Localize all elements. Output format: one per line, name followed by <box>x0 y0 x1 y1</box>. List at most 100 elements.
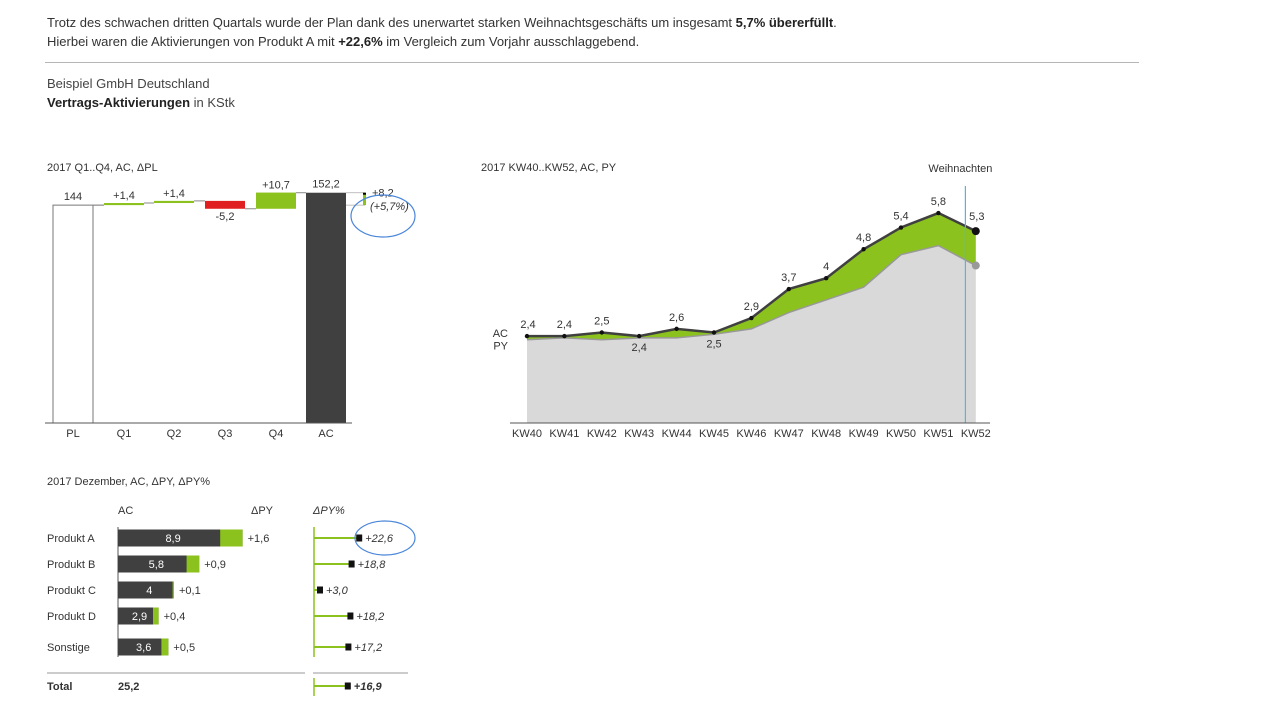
ac-point-kw52 <box>971 227 980 236</box>
pct-label-produkt-c: +3,0 <box>326 585 349 597</box>
tick-kw47: KW47 <box>774 428 804 440</box>
tick-q4: Q4 <box>269 428 284 440</box>
label-q1: +1,4 <box>113 190 135 202</box>
pct-head-produkt-b <box>348 560 355 568</box>
ac-bar-sonstige <box>118 638 169 656</box>
ac-point-kw46 <box>749 315 754 321</box>
py-point-kw52 <box>971 261 980 270</box>
ac-label-kw44: 2,6 <box>669 312 684 324</box>
ac-label-kw49: 4,8 <box>856 232 871 244</box>
ac-point-kw47 <box>786 286 791 292</box>
tick-kw51: KW51 <box>923 428 953 440</box>
bar-q4 <box>256 192 296 209</box>
row-label-produkt-d: Produkt D <box>47 611 96 623</box>
ac-bar-produkt-d <box>118 607 159 625</box>
ac-label-produkt-c: 4 <box>146 585 152 597</box>
variance-abs-label: +8,2 <box>372 188 394 200</box>
bar-q2 <box>154 200 194 204</box>
pct-label-produkt-a: +22,6 <box>365 533 394 545</box>
tick-kw46: KW46 <box>736 428 766 440</box>
tick-kw52: KW52 <box>961 428 991 440</box>
waterfall-title: 2017 Q1..Q4, AC, ΔPL <box>47 162 158 174</box>
ac-point-kw45 <box>711 330 717 335</box>
header-dpy: ΔPY <box>251 505 274 517</box>
product-title: 2017 Dezember, AC, ΔPY, ΔPY% <box>47 476 210 488</box>
headline-line-2-end: im Vergleich zum Vorjahr ausschlaggebend… <box>382 34 640 49</box>
variance-bar-cap <box>363 192 366 195</box>
ac-bar-produkt-b <box>118 555 200 573</box>
ac-label-sonstige: 3,6 <box>136 642 151 654</box>
dpy-bar-produkt-b <box>186 555 200 573</box>
headline-line-1-text: Trotz des schwachen dritten Quartals wur… <box>47 15 736 30</box>
py-area <box>527 245 976 423</box>
variance-highlight <box>350 194 416 238</box>
ac-label-kw47: 3,7 <box>781 272 796 284</box>
pct-label-produkt-d: +18,2 <box>356 611 384 623</box>
bar-q3 <box>205 200 245 209</box>
measure-name: Vertrags-Aktivierungen <box>47 95 191 110</box>
ac-label-kw42: 2,5 <box>594 316 609 328</box>
ac-label-kw46: 2,9 <box>744 301 759 313</box>
tick-pl: PL <box>66 428 79 440</box>
ac-label-kw48: 4 <box>823 261 829 273</box>
legend-py: PY <box>493 341 508 353</box>
tick-ac: AC <box>318 428 333 440</box>
ac-bar-produkt-a <box>118 529 243 547</box>
variance-pct-label: (+5,7%) <box>370 201 409 213</box>
label-pl: 144 <box>64 191 82 203</box>
headline-line-1-bold: 5,7% übererfüllt <box>735 15 834 30</box>
divider <box>45 62 1139 63</box>
header-dpy-pct: ΔPY% <box>312 505 345 517</box>
dpy-label-produkt-b: +0,9 <box>204 559 226 571</box>
dpy-label-produkt-c: +0,1 <box>179 585 201 597</box>
row-label-sonstige: Sonstige <box>47 642 90 654</box>
pct-label-sonstige: +17,2 <box>354 642 382 654</box>
row-label-produkt-c: Produkt C <box>47 585 96 597</box>
tick-kw50: KW50 <box>886 428 916 440</box>
bar-pl <box>52 204 94 424</box>
ac-point-kw51 <box>936 210 941 216</box>
total-label: Total <box>47 681 72 693</box>
label-q3: -5,2 <box>216 211 235 223</box>
ac-label-kw40: 2,4 <box>520 319 535 331</box>
row-label-produkt-b: Produkt B <box>47 559 95 571</box>
dpy-bar-produkt-d <box>153 607 159 625</box>
pct-head-produkt-d <box>347 612 354 620</box>
ac-point-kw50 <box>898 225 904 230</box>
label-q4: +10,7 <box>262 180 290 192</box>
bar-ac <box>306 192 346 423</box>
tick-kw43: KW43 <box>624 428 654 440</box>
ac-label-kw52: 5,3 <box>969 211 984 223</box>
label-ac: 152,2 <box>312 179 340 191</box>
pct-head-sonstige <box>345 643 352 651</box>
product-a-highlight <box>354 520 416 556</box>
ac-label-kw41: 2,4 <box>557 319 572 331</box>
ac-bar-produkt-c <box>118 581 174 599</box>
tick-q2: Q2 <box>167 428 182 440</box>
bar-q1 <box>104 203 144 206</box>
tick-kw40: KW40 <box>512 428 542 440</box>
headline-line-2: Hierbei waren die Aktivierungen von Prod… <box>47 32 837 51</box>
ac-point-kw48 <box>824 276 829 281</box>
py-line <box>526 244 977 341</box>
tick-kw45: KW45 <box>699 428 729 440</box>
row-label-produkt-a: Produkt A <box>47 533 95 545</box>
legend-ac: AC <box>493 328 508 340</box>
ac-point-kw40 <box>524 333 530 339</box>
dpy-label-produkt-d: +0,4 <box>164 611 186 623</box>
dpy-bar-sonstige <box>161 638 169 656</box>
tick-q1: Q1 <box>117 428 132 440</box>
total-ac-label: 25,2 <box>118 681 139 693</box>
tick-kw44: KW44 <box>662 428 692 440</box>
delta-py-band <box>527 213 976 340</box>
ac-point-kw41 <box>562 333 567 339</box>
headline-line-2-bold: +22,6% <box>338 34 383 49</box>
tick-kw49: KW49 <box>849 428 879 440</box>
ac-label-kw51: 5,8 <box>931 196 946 208</box>
dpy-label-sonstige: +0,5 <box>173 642 195 654</box>
headline: Trotz des schwachen dritten Quartals wur… <box>47 13 837 51</box>
area-title: 2017 KW40..KW52, AC, PY <box>481 162 617 174</box>
christmas-annotation: Weihnachten <box>928 163 992 175</box>
total-pct-label: +16,9 <box>354 681 383 693</box>
